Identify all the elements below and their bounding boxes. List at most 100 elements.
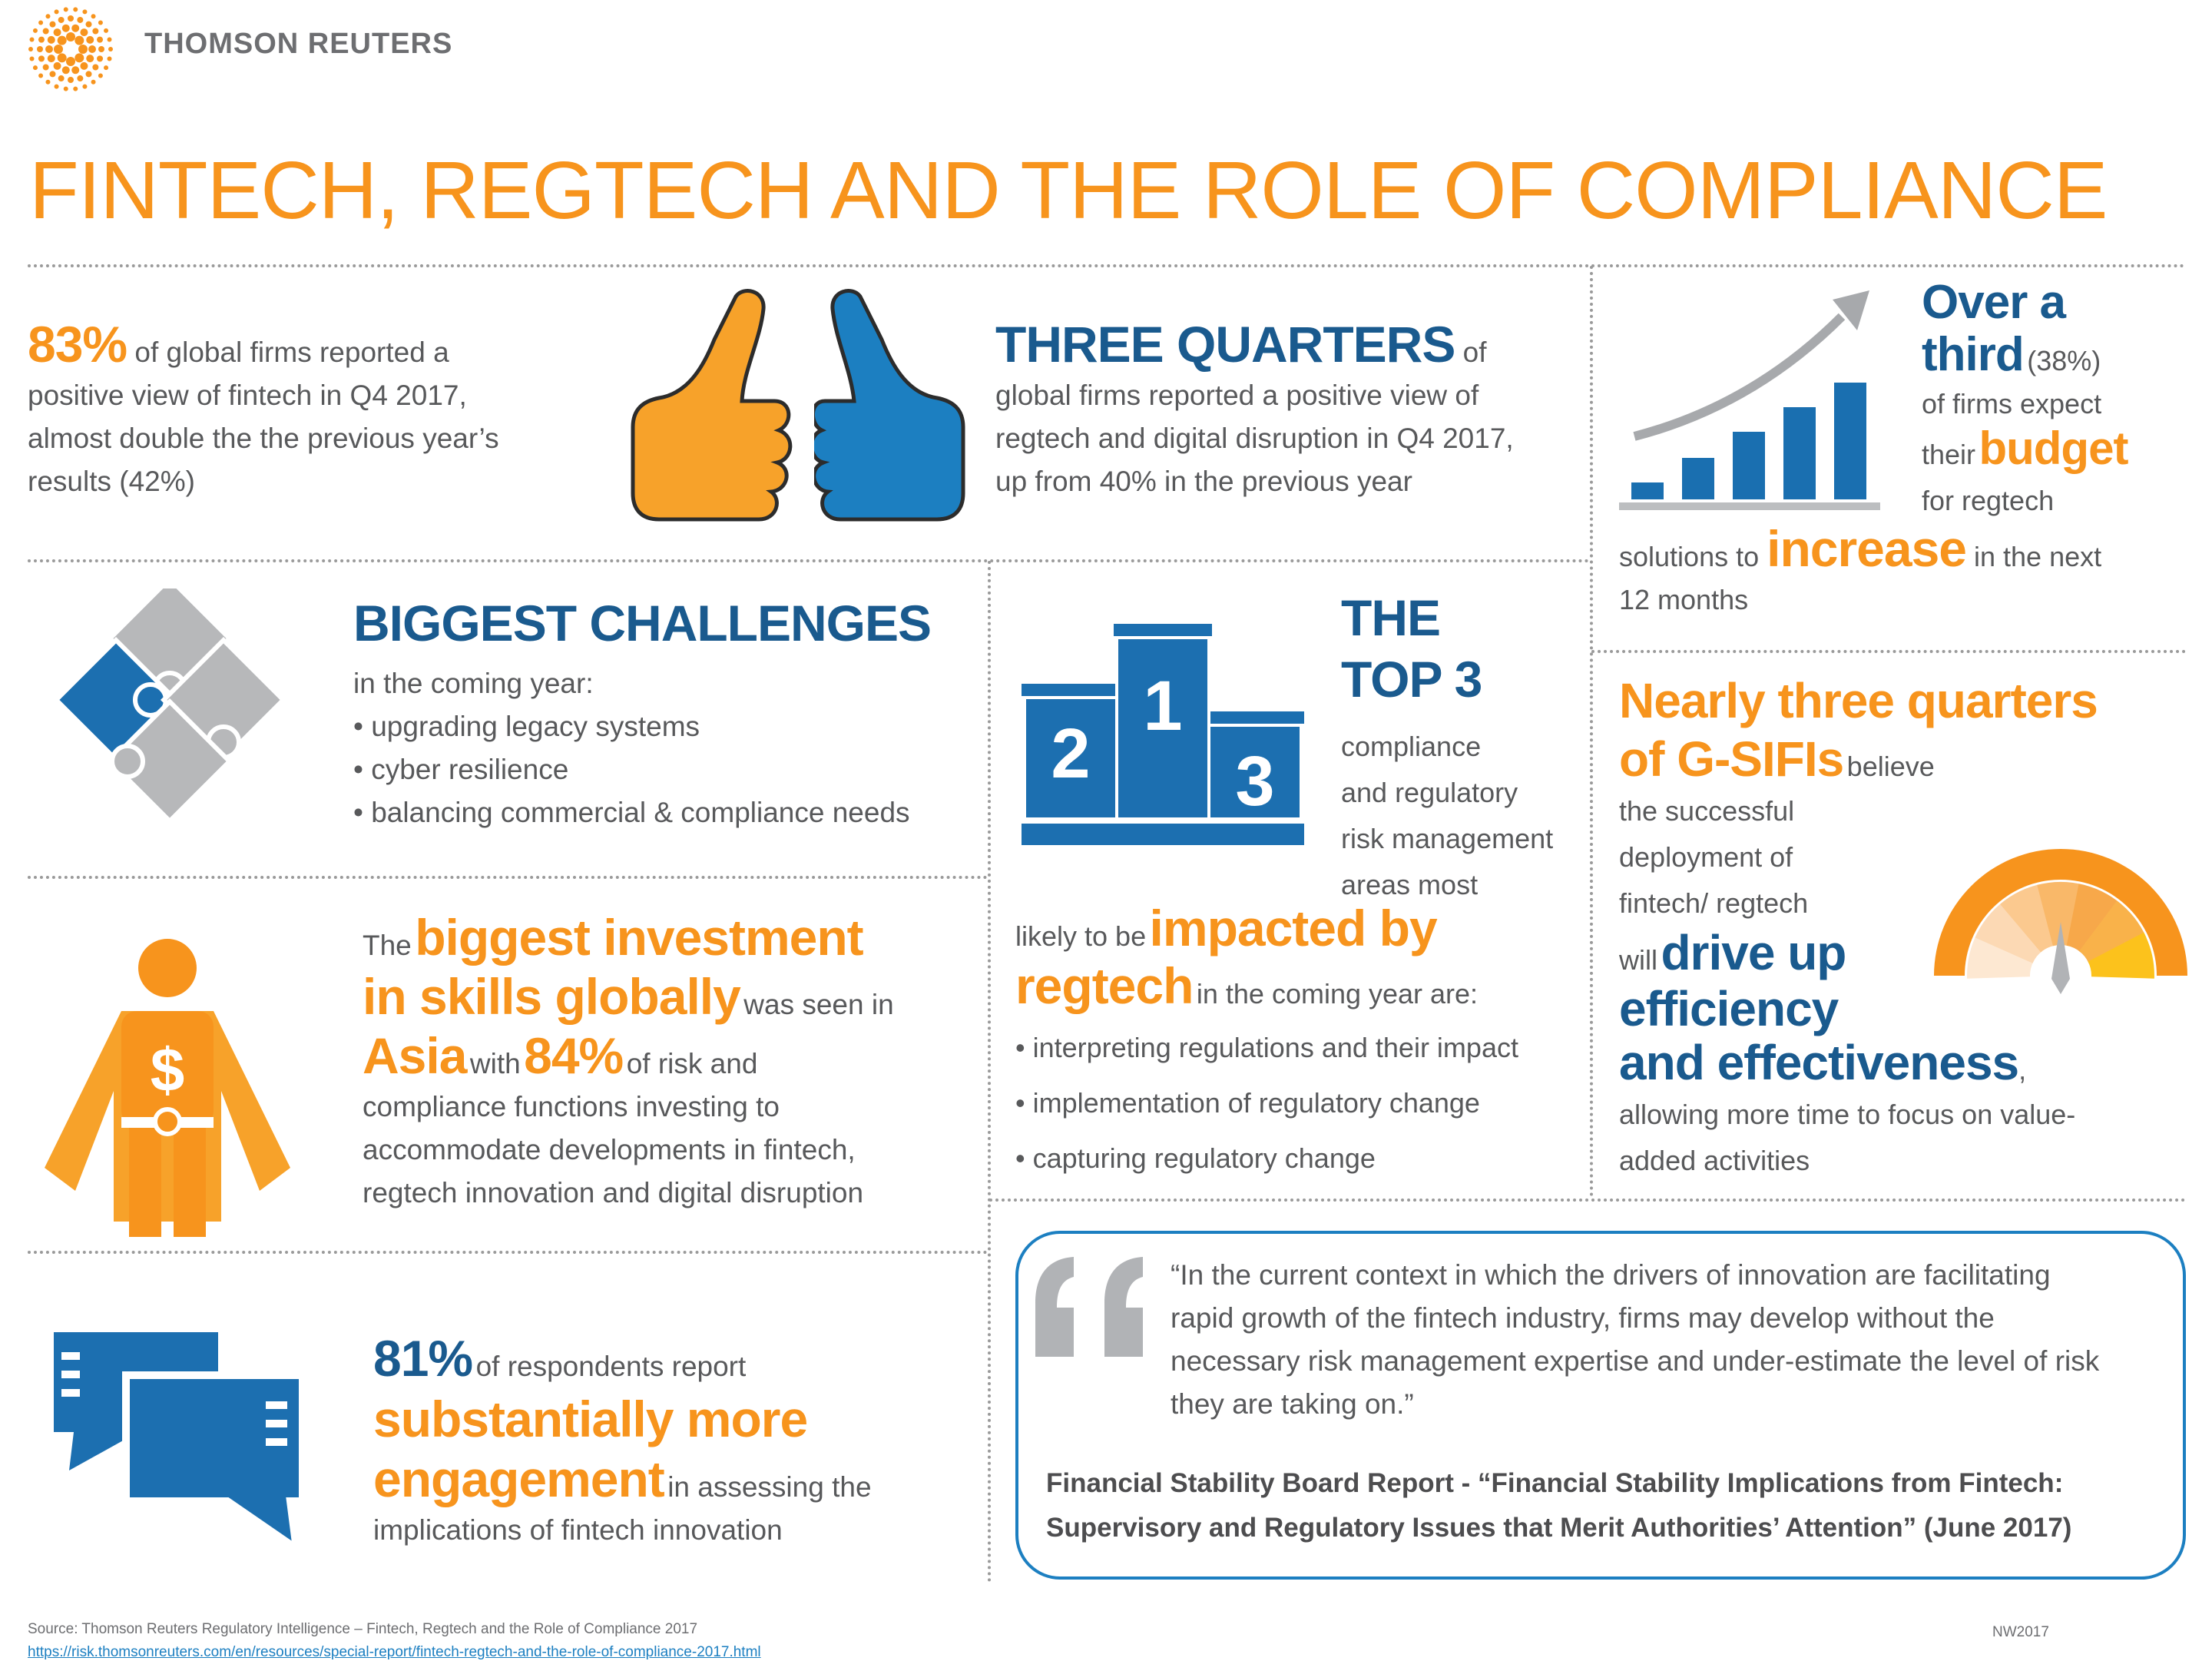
podium-label-3: 3 [1235, 742, 1274, 821]
logo-dot [54, 45, 63, 54]
footer-code: NW2017 [1992, 1624, 2049, 1640]
thumbs-up-blue-icon [814, 289, 965, 522]
top3-list-item: • capturing regulatory change [1015, 1142, 1376, 1174]
stat-83-block: 83% of global firms reported a positive … [28, 319, 581, 503]
divider-row1-left [28, 559, 1590, 562]
quote-source-line2: Supervisory and Regulatory Issues that M… [1046, 1513, 2072, 1543]
logo-dot [91, 14, 96, 19]
logo-dot [80, 61, 88, 70]
logo-dot [92, 28, 99, 35]
logo-dot [86, 55, 94, 63]
three-quarters-headline: THREE QUARTERS [995, 316, 1455, 373]
logo-dot [77, 16, 84, 23]
top3-line1: compliance [1341, 731, 1482, 762]
logo-dot [108, 47, 113, 51]
logo-dot [91, 79, 96, 85]
footer-url-link[interactable]: https://risk.thomsonreuters.com/en/resou… [28, 1644, 761, 1660]
logo-dot [54, 9, 59, 15]
logo-dot [49, 71, 56, 78]
top3-impacted: impacted by [1149, 900, 1438, 956]
engagement-h2: engagement [373, 1450, 665, 1507]
quote-source-line1: Financial Stability Board Report - “Fina… [1046, 1468, 2064, 1498]
logo-dot [38, 20, 44, 25]
gsifi-line2: deployment of [1619, 841, 1793, 873]
third-pct: (38%) [2027, 345, 2101, 376]
third-line1: of firms expect [1922, 388, 2102, 419]
logo-dot [38, 73, 44, 78]
logo-dot [45, 79, 51, 85]
engagement-line1: implications of fintech innovation [373, 1514, 783, 1546]
logo-dot [68, 77, 74, 83]
top3-likely: likely to be [1015, 920, 1147, 952]
top3-side: THE TOP 3 compliance and regulatory risk… [1341, 587, 1587, 908]
quote-text: “In the current context in which the dri… [1171, 1254, 2169, 1426]
divider-row3-left [28, 1251, 988, 1254]
logo-dot [29, 37, 35, 42]
third-for-regtech: for regtech [1922, 485, 2055, 516]
challenges-list: • upgrading legacy systems • cyber resili… [353, 705, 983, 834]
divider-row1-right [1591, 650, 2186, 653]
logo-dot [98, 20, 103, 25]
engagement-in-assessing: in assessing the [667, 1471, 872, 1503]
logo-dot [78, 45, 88, 54]
engagement-block: 81% of respondents report substantially … [373, 1329, 988, 1552]
third-headline-line1: Over a [1922, 276, 2066, 329]
gsifi-comma: , [2018, 1054, 2027, 1086]
puzzle-pieces-icon [52, 588, 287, 825]
speedometer-gauge-icon [1934, 849, 2187, 994]
investment-pct: 84% [524, 1027, 624, 1084]
logo-dot [97, 55, 104, 62]
third-in-the-next: in the next [1974, 541, 2102, 572]
stat-83-line4: results (42%) [28, 466, 195, 497]
gsifi-believe: believe [1846, 751, 1935, 782]
logo-dot [107, 56, 112, 61]
logo-dot [57, 35, 67, 45]
thomson-reuters-logo-icon [28, 7, 113, 91]
three-quarters-tail: of [1462, 337, 1487, 368]
logo-dot [28, 47, 33, 51]
superhero-dollar-symbol: $ [151, 1036, 185, 1104]
logo-dot [107, 37, 112, 42]
gauge-segment [2000, 884, 2055, 953]
gauge-segment [2079, 900, 2147, 963]
gsifi-effectiveness: and effectiveness [1619, 1035, 2019, 1090]
logo-dot [61, 66, 70, 75]
top3-list-item: • interpreting regulations and their imp… [1015, 1032, 1518, 1063]
logo-dot [104, 28, 109, 33]
logo-dot [71, 24, 80, 32]
quote-text-line1: “In the current context in which the dri… [1171, 1259, 2051, 1291]
logo-dot [97, 36, 104, 43]
gauge-segment [1967, 932, 2034, 979]
logo-dot [42, 28, 49, 35]
gsifi-line3: fintech/ regtech [1619, 887, 1809, 919]
three-quarters-line1: global firms reported a positive view of [995, 380, 1479, 411]
investment-line2: accommodate developments in fintech, [363, 1134, 856, 1165]
investment-h2: in skills globally [363, 968, 741, 1025]
gauge-segment [2088, 932, 2154, 979]
logo-dot [66, 57, 75, 66]
investment-h1: biggest investment [415, 909, 863, 966]
logo-dot [86, 35, 94, 44]
top3-line3: risk management [1341, 823, 1554, 854]
gauge-segment [2066, 884, 2121, 953]
top3-line4: areas most [1341, 869, 1479, 900]
logo-dot [58, 16, 65, 23]
logo-dot [92, 64, 99, 71]
third-headline: Over a third (38%) of firms expect their… [1922, 277, 2198, 522]
top3-bottom: likely to be impacted by regtech in the … [1015, 900, 1599, 1186]
logo-dot [85, 21, 92, 28]
logo-dot [61, 24, 70, 32]
stat-83-line3: almost double the the previous year’s [28, 423, 499, 454]
podium-label-2: 2 [1051, 714, 1090, 793]
logo-dot [38, 36, 45, 43]
logo-dot [85, 71, 92, 78]
stat-83-value: 83% [28, 316, 127, 373]
top3-coming: in the coming year are: [1196, 978, 1479, 1010]
logo-dot [54, 84, 59, 89]
investment-was-seen: was seen in [743, 989, 894, 1020]
challenges-block: BIGGEST CHALLENGES in the coming year: •… [353, 592, 983, 834]
engagement-value: 81% [373, 1330, 473, 1387]
challenges-list-item: • upgrading legacy systems [353, 711, 700, 742]
logo-dot [32, 28, 38, 33]
brand-name: THOMSON REUTERS [144, 28, 453, 60]
